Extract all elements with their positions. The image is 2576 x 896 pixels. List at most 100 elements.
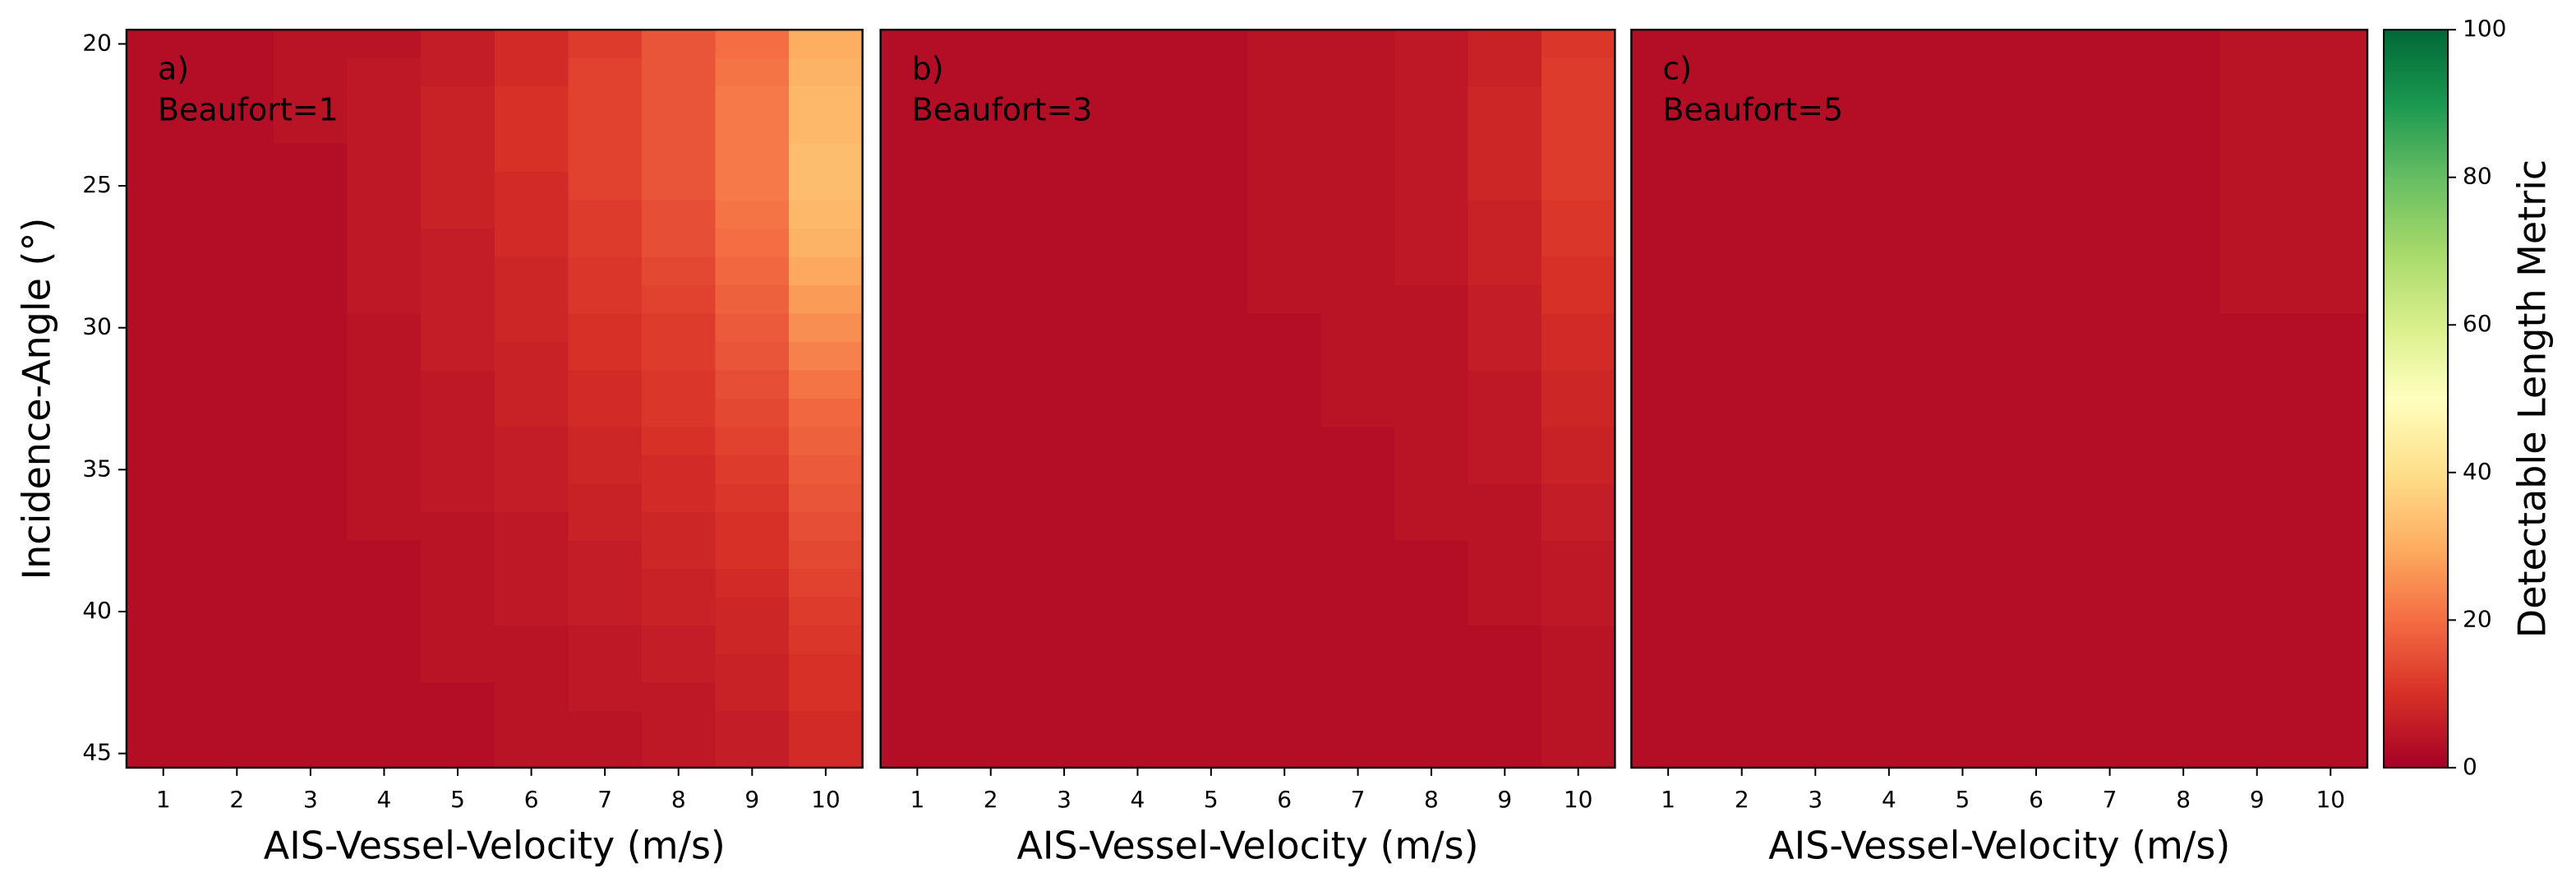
- panel-label: c): [1662, 51, 1692, 87]
- heatmap-cell: [2293, 200, 2368, 229]
- heatmap-cell: [2072, 455, 2148, 485]
- heatmap-cell: [1704, 200, 1780, 229]
- heatmap-cell: [1174, 256, 1249, 286]
- heatmap-cell: [2072, 313, 2148, 343]
- heatmap-cell: [1468, 200, 1542, 229]
- heatmap-cell: [347, 597, 422, 627]
- heatmap-cell: [126, 455, 201, 485]
- heatmap-cell: [568, 682, 643, 712]
- heatmap-cell: [880, 739, 955, 769]
- heatmap-cell: [568, 200, 643, 229]
- heatmap-cell: [789, 313, 864, 343]
- y-axis-label: Incidence-Angle (°): [14, 218, 58, 580]
- heatmap-cell: [274, 739, 348, 769]
- heatmap-cell: [1394, 597, 1469, 627]
- heatmap-cell: [200, 710, 274, 741]
- heatmap-cell: [1631, 313, 1706, 343]
- heatmap-cell: [954, 341, 1029, 372]
- heatmap-cell: [2219, 512, 2295, 542]
- heatmap-cell: [568, 455, 643, 485]
- heatmap-cell: [200, 143, 274, 173]
- heatmap-cell: [880, 256, 955, 286]
- heatmap-cell: [421, 597, 495, 627]
- heatmap-cell: [274, 370, 348, 400]
- heatmap-cell: [1631, 483, 1706, 513]
- heatmap-cell: [2219, 200, 2295, 229]
- heatmap-cell: [1999, 626, 2074, 655]
- panel-label: a): [158, 51, 189, 87]
- heatmap-cell: [126, 200, 201, 229]
- heatmap-cell: [1320, 455, 1396, 485]
- heatmap-cell: [1925, 284, 2001, 315]
- heatmap-cell: [494, 654, 569, 684]
- heatmap-cell: [568, 313, 643, 343]
- heatmap-cell: [2072, 626, 2148, 655]
- heatmap-cell: [1394, 313, 1469, 343]
- heatmap-cell: [200, 682, 274, 712]
- heatmap-cell: [880, 569, 955, 598]
- heatmap-cell: [274, 86, 348, 116]
- heatmap-cell: [1174, 114, 1249, 145]
- heatmap-cell: [1468, 256, 1542, 286]
- heatmap-cell: [1247, 30, 1322, 59]
- heatmap-cell: [568, 86, 643, 116]
- heatmap-cell: [2293, 654, 2368, 684]
- heatmap-cell: [1468, 143, 1542, 173]
- heatmap-cell: [954, 483, 1029, 513]
- heatmap-cell: [715, 569, 790, 598]
- heatmap-cell: [568, 483, 643, 513]
- heatmap-cell: [1852, 569, 1927, 598]
- heatmap-cell: [494, 682, 569, 712]
- heatmap-cell: [715, 427, 790, 456]
- heatmap-cell: [1468, 654, 1542, 684]
- heatmap-cell: [1999, 284, 2074, 315]
- heatmap-cell: [880, 30, 955, 59]
- heatmap-cell: [1320, 228, 1396, 258]
- heatmap-cell: [494, 455, 569, 485]
- heatmap-cell: [1468, 341, 1542, 372]
- heatmap-cell: [1852, 341, 1927, 372]
- heatmap-cell: [1247, 228, 1322, 258]
- heatmap-cell: [200, 483, 274, 513]
- heatmap-cell: [1999, 455, 2074, 485]
- heatmap-cell: [1778, 370, 1853, 400]
- heatmap-cell: [200, 86, 274, 116]
- heatmap-cell: [421, 370, 495, 400]
- heatmap-cell: [274, 654, 348, 684]
- heatmap-cell: [347, 256, 422, 286]
- heatmap-cell: [1704, 654, 1780, 684]
- heatmap-cell: [126, 597, 201, 627]
- heatmap-cell: [1778, 86, 1853, 116]
- heatmap-cell: [494, 313, 569, 343]
- heatmap-cell: [494, 399, 569, 428]
- heatmap-cell: [954, 399, 1029, 428]
- x-tick-label: 7: [2103, 786, 2117, 813]
- heatmap-cell: [421, 569, 495, 598]
- heatmap-cell: [880, 682, 955, 712]
- heatmap-cell: [2146, 341, 2221, 372]
- heatmap-cell: [1027, 597, 1102, 627]
- heatmap-cell: [1174, 143, 1249, 173]
- heatmap-cell: [2293, 114, 2368, 145]
- heatmap-cell: [1468, 739, 1542, 769]
- heatmap-cell: [347, 114, 422, 145]
- heatmap-cell: [2293, 540, 2368, 570]
- x-tick-label: 6: [2029, 786, 2044, 813]
- heatmap-cell: [494, 370, 569, 400]
- heatmap-cell: [2219, 739, 2295, 769]
- heatmap-cell: [1778, 626, 1853, 655]
- plot-frame: [879, 28, 1616, 769]
- heatmap-cell: [1100, 597, 1175, 627]
- heatmap-cell: [568, 540, 643, 570]
- x-tick-label: 3: [1808, 786, 1823, 813]
- heatmap-cell: [2146, 569, 2221, 598]
- heatmap-cell: [568, 143, 643, 173]
- heatmap-cell: [641, 427, 717, 456]
- heatmap-cell: [1100, 228, 1175, 258]
- heatmap-cell: [2146, 114, 2221, 145]
- heatmap-cell: [789, 86, 864, 116]
- heatmap-cell: [1541, 58, 1616, 88]
- heatmap-cell: [1999, 228, 2074, 258]
- heatmap-cell: [1778, 228, 1853, 258]
- heatmap-cell: [2146, 739, 2221, 769]
